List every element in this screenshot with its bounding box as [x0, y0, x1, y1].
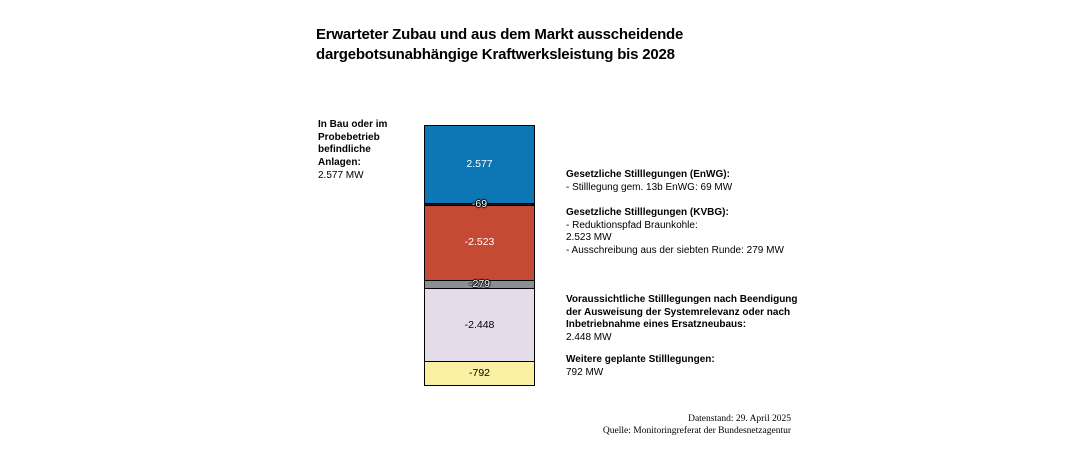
footer-datenstand: Datenstand: 29. April 2025 — [688, 414, 791, 424]
bar-segment-label-5: -792 — [468, 367, 490, 380]
annotation-weitere: Weitere geplante Stilllegungen: 792 MW — [566, 354, 816, 379]
bar-segment-label-3: -279 — [468, 278, 490, 291]
annotation-systemrelevanz-body: 2.448 MW — [566, 332, 612, 344]
bar-left-annotation-heading: In Bau oder im Probebetrieb befindliche … — [318, 119, 388, 169]
annotation-systemrelevanz-heading: Voraussichtliche Stilllegungen nach Been… — [566, 294, 798, 331]
annotation-weitere-body: 792 MW — [566, 366, 604, 378]
stacked-bar: 2.577 -69 -2.523 -279 -2.448 -792 — [424, 125, 535, 386]
chart-title: Erwarteter Zubau und aus dem Markt aussc… — [316, 26, 684, 63]
bar-segment-label-4: -2.448 — [464, 318, 495, 331]
bar-segment-0: 2.577 — [425, 126, 534, 203]
annotation-enwg-heading: Gesetzliche Stilllegungen (EnWG): — [566, 169, 730, 180]
annotation-kvbg-body: - Reduktionspfad Braunkohle: 2.523 MW - … — [566, 219, 784, 257]
bar-left-annotation: In Bau oder im Probebetrieb befindliche … — [318, 119, 420, 183]
bar-segment-5: -792 — [425, 361, 534, 385]
bar-segment-3: -279 — [425, 278, 534, 291]
bar-segment-label-0: 2.577 — [466, 157, 493, 170]
bar-segment-label-1: -69 — [471, 197, 488, 210]
annotation-systemrelevanz: Voraussichtliche Stilllegungen nach Been… — [566, 294, 816, 345]
footer-quelle: Quelle: Monitoringreferat der Bundesnetz… — [602, 426, 791, 436]
bar-left-annotation-value: 2.577 MW — [318, 169, 364, 181]
annotation-enwg: Gesetzliche Stilllegungen (EnWG): - Stil… — [566, 169, 816, 194]
bar-segment-2: -2.523 — [425, 204, 534, 281]
bar-segment-label-2: -2.523 — [464, 236, 495, 249]
bar-segment-1: -69 — [425, 198, 534, 209]
annotation-enwg-body: - Stilllegung gem. 13b EnWG: 69 MW — [566, 181, 733, 193]
annotation-kvbg-heading: Gesetzliche Stilllegungen (KVBG): — [566, 207, 729, 218]
annotation-weitere-heading: Weitere geplante Stilllegungen: — [566, 354, 715, 365]
chart-footer: Datenstand: 29. April 2025 Quelle: Monit… — [603, 413, 791, 437]
annotation-kvbg: Gesetzliche Stilllegungen (KVBG): - Redu… — [566, 207, 816, 258]
bar-segment-4: -2.448 — [425, 288, 534, 362]
